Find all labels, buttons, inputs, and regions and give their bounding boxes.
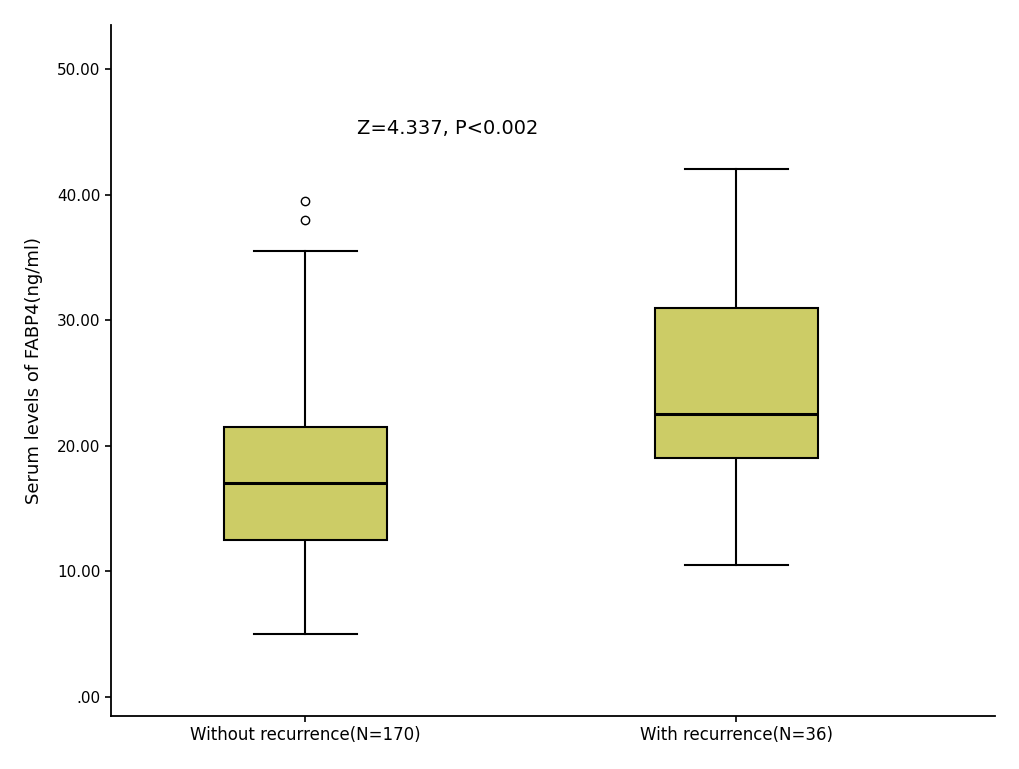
Y-axis label: Serum levels of FABP4(ng/ml): Serum levels of FABP4(ng/ml)	[25, 237, 43, 504]
Bar	[654, 308, 817, 458]
Bar	[223, 427, 387, 540]
Text: Z=4.337, P<0.002: Z=4.337, P<0.002	[357, 119, 538, 138]
